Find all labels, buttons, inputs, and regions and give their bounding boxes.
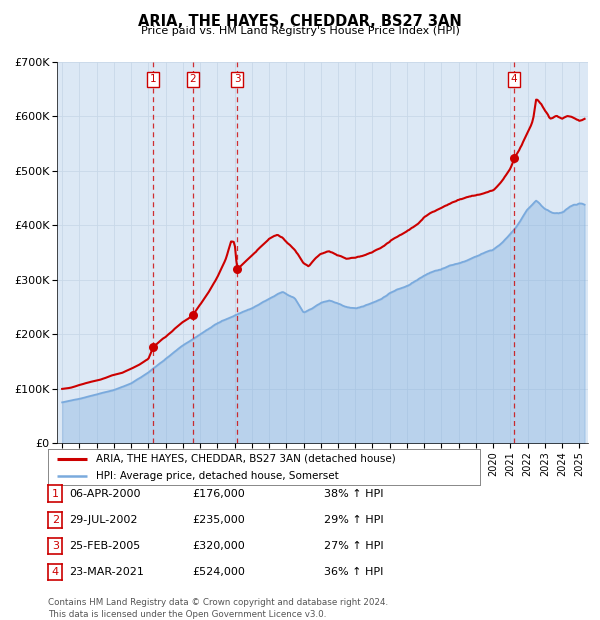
Text: £524,000: £524,000 (192, 567, 245, 577)
Text: 3: 3 (234, 74, 241, 84)
Text: Price paid vs. HM Land Registry's House Price Index (HPI): Price paid vs. HM Land Registry's House … (140, 26, 460, 36)
Text: HPI: Average price, detached house, Somerset: HPI: Average price, detached house, Some… (95, 471, 338, 481)
Text: 36% ↑ HPI: 36% ↑ HPI (324, 567, 383, 577)
Text: Contains HM Land Registry data © Crown copyright and database right 2024.
This d: Contains HM Land Registry data © Crown c… (48, 598, 388, 619)
Text: 23-MAR-2021: 23-MAR-2021 (69, 567, 144, 577)
Text: 2: 2 (52, 515, 59, 525)
Text: £320,000: £320,000 (192, 541, 245, 551)
Text: 1: 1 (150, 74, 157, 84)
Text: £235,000: £235,000 (192, 515, 245, 525)
Text: 4: 4 (511, 74, 518, 84)
Text: 4: 4 (52, 567, 59, 577)
Text: 1: 1 (52, 489, 59, 498)
Text: ARIA, THE HAYES, CHEDDAR, BS27 3AN (detached house): ARIA, THE HAYES, CHEDDAR, BS27 3AN (deta… (95, 454, 395, 464)
Text: 2: 2 (190, 74, 196, 84)
Text: 3: 3 (52, 541, 59, 551)
Text: £176,000: £176,000 (192, 489, 245, 498)
Text: 06-APR-2000: 06-APR-2000 (69, 489, 140, 498)
Text: 27% ↑ HPI: 27% ↑ HPI (324, 541, 383, 551)
Text: ARIA, THE HAYES, CHEDDAR, BS27 3AN: ARIA, THE HAYES, CHEDDAR, BS27 3AN (138, 14, 462, 29)
Text: 29-JUL-2002: 29-JUL-2002 (69, 515, 137, 525)
Text: 25-FEB-2005: 25-FEB-2005 (69, 541, 140, 551)
Text: 29% ↑ HPI: 29% ↑ HPI (324, 515, 383, 525)
Text: 38% ↑ HPI: 38% ↑ HPI (324, 489, 383, 498)
